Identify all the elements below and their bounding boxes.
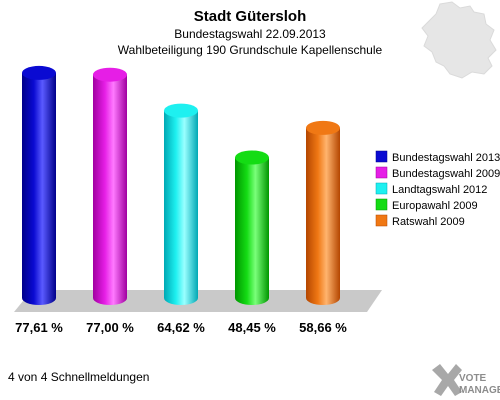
chart-subtitle-description: Wahlbeteiligung 190 Grundschule Kapellen… (118, 43, 383, 57)
legend-label: Ratswahl 2009 (392, 216, 465, 228)
bar-4 (235, 150, 269, 305)
legend-swatch (375, 214, 388, 227)
bar-top (93, 67, 127, 82)
ballot-x-icon (432, 364, 462, 396)
vote-manager-logo: VOTE MANAGER (432, 364, 500, 396)
bar-body (93, 74, 127, 298)
value-label: 64,62 % (157, 320, 205, 335)
legend-label: Landtagswahl 2012 (392, 184, 487, 196)
bar-top (22, 65, 56, 80)
germany-map-icon (421, 1, 497, 79)
bar-body (306, 127, 340, 298)
bar-3 (164, 103, 198, 305)
legend-swatch (375, 166, 388, 179)
bar-bottom (93, 291, 127, 305)
bar-1 (22, 65, 56, 305)
value-label: 77,00 % (86, 320, 134, 335)
legend-item: Ratswahl 2009 (375, 214, 465, 228)
bar-5 (306, 120, 340, 305)
bar-body (164, 110, 198, 299)
value-label: 77,61 % (15, 320, 63, 335)
legend-item: Europawahl 2009 (375, 198, 478, 212)
legend-swatch (375, 198, 388, 211)
value-label: 58,66 % (299, 320, 347, 335)
value-label: 48,45 % (228, 320, 276, 335)
legend-swatch (375, 182, 388, 195)
legend-label: Bundestagswahl 2013 (392, 152, 500, 164)
bar-bottom (22, 291, 56, 305)
legend-label: Bundestagswahl 2009 (392, 168, 500, 180)
logo-vote: VOTE (459, 373, 487, 384)
bar-top (306, 120, 340, 135)
logo-manager: MANAGER (459, 385, 500, 396)
legend-item: Landtagswahl 2012 (375, 182, 487, 196)
legend-swatch (375, 150, 388, 163)
bar-2 (93, 67, 127, 305)
chart-title: Stadt Gütersloh (194, 8, 307, 25)
bar-top (235, 150, 269, 165)
footer-note: 4 von 4 Schnellmeldungen (8, 370, 149, 384)
legend-label: Europawahl 2009 (392, 200, 478, 212)
bar-body (22, 72, 56, 298)
legend-item: Bundestagswahl 2013 (375, 150, 500, 164)
bar-body (235, 157, 269, 298)
bar-bottom (306, 291, 340, 305)
chart-subtitle-date: Bundestagswahl 22.09.2013 (174, 27, 326, 41)
bar-top (164, 103, 198, 118)
legend-item: Bundestagswahl 2009 (375, 166, 500, 180)
bar-bottom (235, 291, 269, 305)
bar-bottom (164, 291, 198, 305)
